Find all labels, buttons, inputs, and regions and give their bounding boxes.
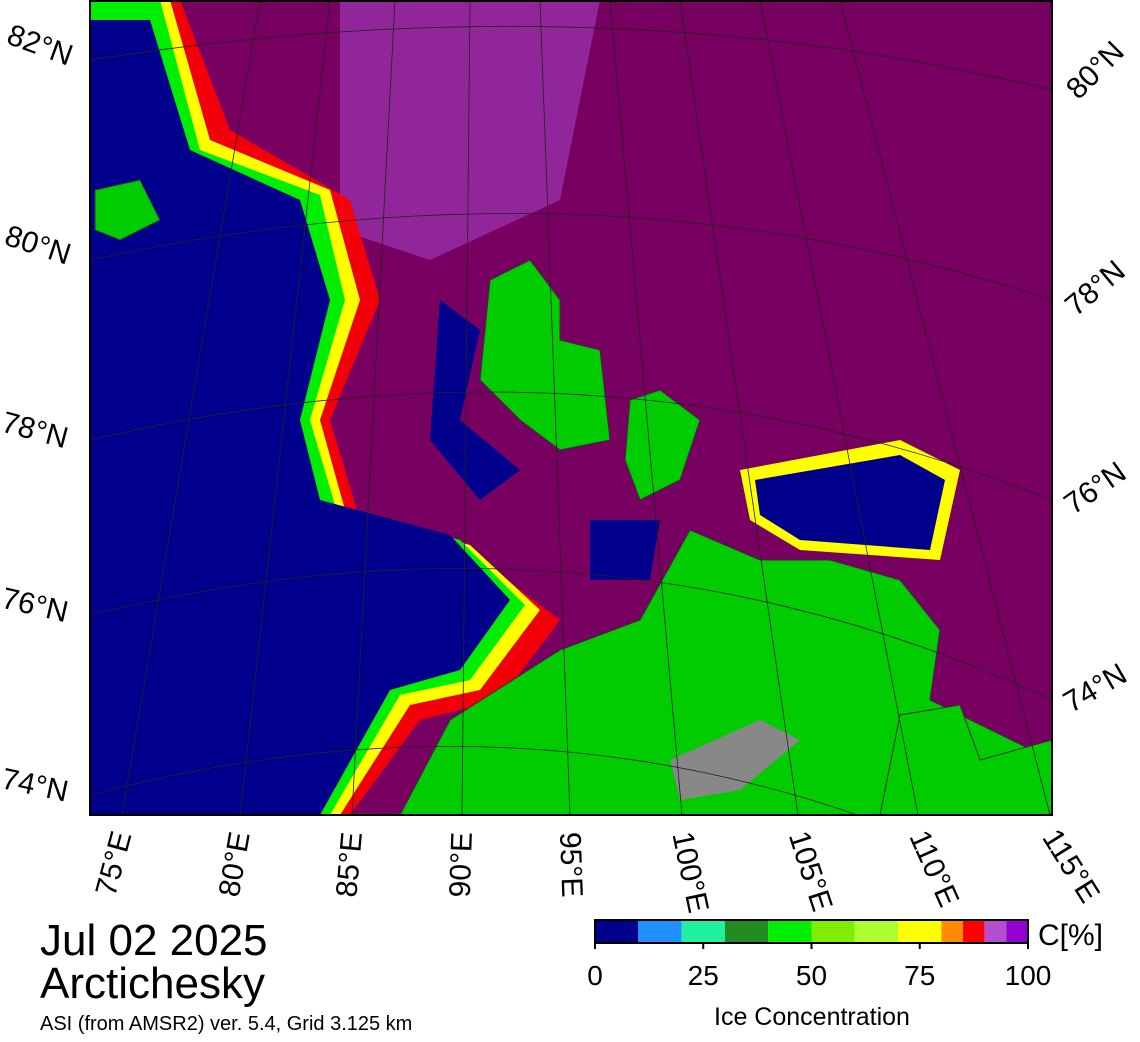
colorbar-segment [1006,920,1028,943]
lon-label: 100°E [665,829,714,916]
map-frame [89,0,1053,816]
lat-label: 76°N [0,582,71,629]
lon-label: 115°E [1036,824,1106,909]
lat-labels-right: 80°N 78°N 76°N 74°N [1058,35,1133,719]
colorbar-segment [898,920,942,943]
lon-label: 105°E [782,827,839,915]
lat-label: 74°N [0,762,71,808]
colorbar-tick-label: 0 [587,960,603,991]
colorbar-segment [941,920,964,943]
region: Arctichesky [40,959,265,1008]
lat-label: 80°N [1060,35,1131,106]
colorbar-segment [681,920,725,943]
lat-label: 76°N [1058,456,1132,521]
lon-label: 110°E [902,825,965,911]
date: Jul 02 2025 [40,916,268,965]
lat-label: 80°N [1,219,75,271]
source: ASI (from AMSR2) ver. 5.4, Grid 3.125 km [40,1013,412,1035]
lat-labels-left: 82°N 80°N 78°N 76°N 74°N [0,19,77,809]
colorbar-segment [595,920,639,943]
colorbar-segment [768,920,812,943]
colorbar-segment [984,920,1007,943]
colorbar-segment [811,920,855,943]
colorbar-segment [638,920,682,943]
lon-label: 90°E [444,831,479,898]
lat-label: 78°N [0,406,72,455]
graticule [90,0,1052,815]
lat-label: 74°N [1058,657,1133,719]
lon-label: 95°E [553,831,588,898]
colorbar-unit: C[%] [1038,919,1103,952]
colorbar-tick-label: 100 [1005,960,1052,991]
colorbar-tick-label: 50 [796,960,827,991]
lon-label: 75°E [90,828,139,900]
colorbar-tick-label: 75 [904,960,935,991]
lon-label: 80°E [213,829,257,899]
lat-label: 82°N [3,19,77,73]
lon-labels: 75°E 80°E 85°E 90°E 95°E 100°E 105°E 110°E 115°E [90,824,1106,916]
colorbar-tick-label: 25 [688,960,719,991]
colorbar: 0 25 50 75 100 [587,919,1052,991]
ice-map [90,0,1052,815]
colorbar-segment [724,920,769,943]
lat-label: 78°N [1059,254,1132,322]
colorbar-segment [854,920,899,943]
lon-label: 85°E [330,831,369,899]
colorbar-label: Ice Concentration [714,1003,910,1031]
colorbar-segment [963,920,985,943]
